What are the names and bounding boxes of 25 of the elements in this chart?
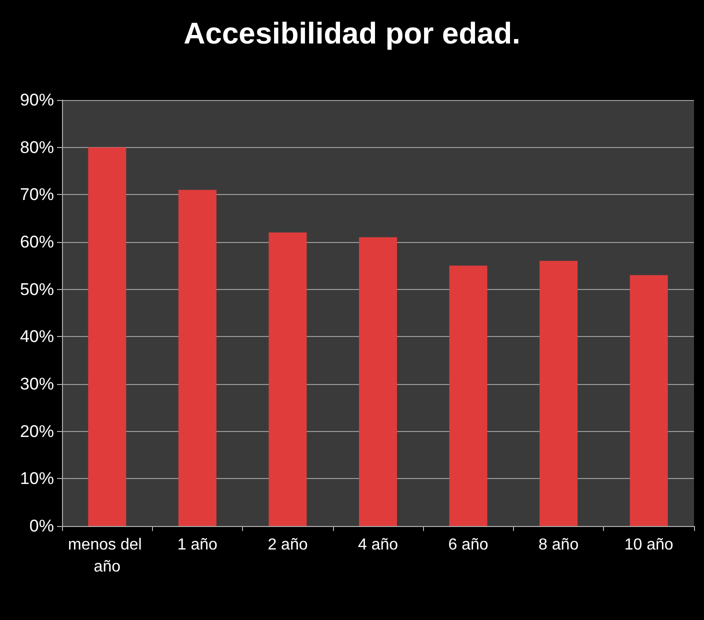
bar	[88, 147, 126, 526]
x-tick-label: 1 año	[177, 536, 218, 554]
y-tick-label: 0%	[29, 516, 54, 536]
bar	[268, 232, 307, 526]
x-tick-label: menos del año	[68, 536, 146, 576]
y-tick-label: 10%	[20, 469, 54, 488]
y-tick-label: 60%	[20, 232, 54, 252]
x-tick-label: 10 año	[624, 536, 674, 554]
x-tick-label: 6 año	[448, 536, 488, 554]
chart-title: Accesibilidad por edad.	[184, 18, 520, 50]
bar	[449, 266, 488, 526]
y-tick-label: 50%	[20, 280, 54, 299]
y-tick-label: 90%	[20, 90, 54, 110]
y-tick-label: 70%	[20, 185, 54, 204]
bar	[540, 260, 578, 526]
bar	[630, 275, 668, 526]
y-tick-label: 30%	[20, 374, 54, 394]
bar	[359, 237, 397, 526]
x-tick-label: 8 año	[538, 536, 579, 554]
x-tick-label: 2 año	[268, 536, 308, 554]
y-tick-label: 80%	[20, 138, 54, 157]
bar	[178, 190, 216, 526]
y-tick-label: 20%	[20, 422, 54, 441]
x-tick-label: 4 año	[358, 536, 398, 554]
y-tick-label: 40%	[20, 327, 54, 346]
